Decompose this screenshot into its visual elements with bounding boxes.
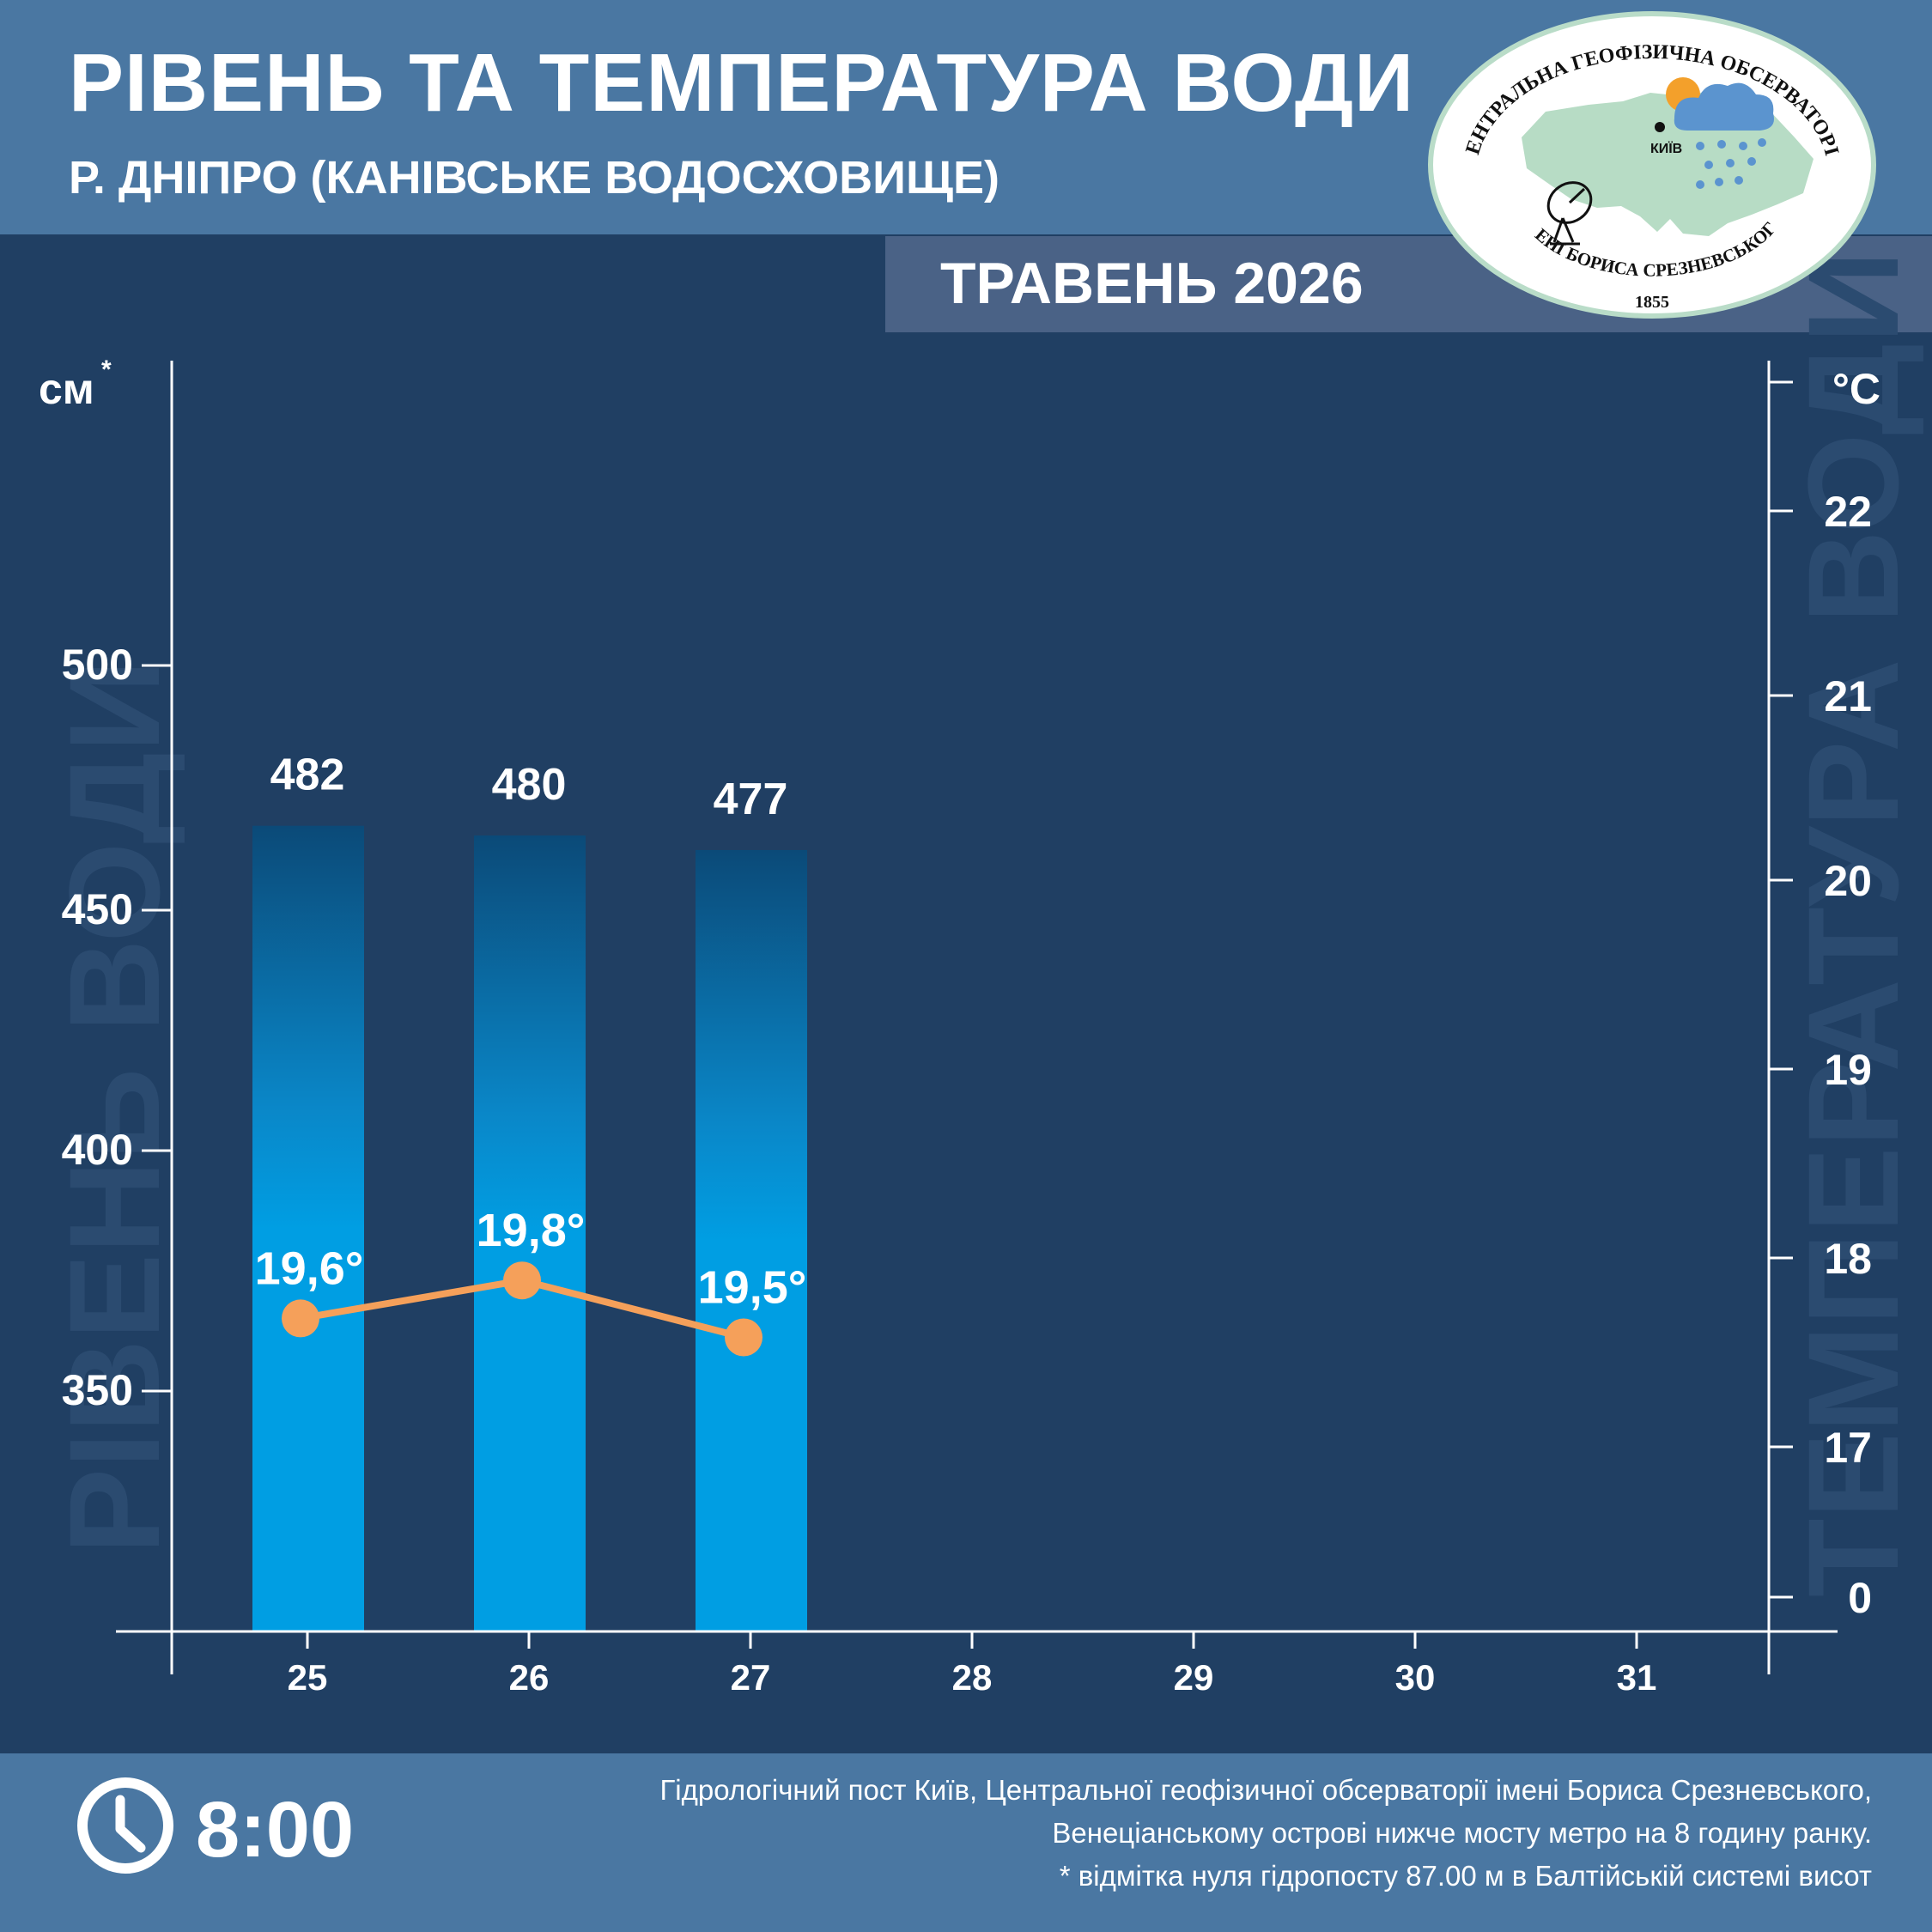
x-tick-label: 29	[1174, 1657, 1214, 1698]
page-subtitle: Р. ДНІПРО (КАНІВСЬКЕ ВОДОСХОВИЩЕ)	[69, 152, 1000, 204]
logo-year: 1855	[1635, 293, 1669, 312]
water-chart: РІВЕНЬ ВОДИ ТЕМПЕРАТУРА ВОДИ 25 26 27 28 29 30…	[39, 251, 1925, 1698]
left-tick-label: 350	[62, 1366, 133, 1414]
right-tick-label: 19	[1824, 1046, 1872, 1094]
temperature-data-label: 19,8°	[477, 1205, 586, 1256]
right-tick-label: 20	[1824, 857, 1872, 905]
month-label: ТРАВЕНЬ 2026	[940, 251, 1364, 316]
x-tick-label: 25	[288, 1657, 328, 1698]
x-tick-label: 30	[1395, 1657, 1436, 1698]
temperature-data-label: 19,6°	[255, 1242, 364, 1294]
left-tick-label: 500	[62, 641, 133, 689]
footer-band	[0, 1753, 1932, 1932]
logo-city: КИЇВ	[1650, 141, 1682, 156]
observation-time: 8:00	[196, 1786, 355, 1874]
left-axis-watermark: РІВЕНЬ ВОДИ	[42, 659, 186, 1554]
kyiv-dot-icon	[1655, 122, 1665, 132]
right-tick-label: 0	[1848, 1574, 1872, 1622]
page-title: РІВЕНЬ ТА ТЕМПЕРАТУРА ВОДИ	[69, 37, 1415, 129]
level-data-label: 477	[714, 775, 788, 824]
temperature-point	[503, 1261, 541, 1300]
footer-note-line2: Венеціанському острові нижче мосту метро…	[1052, 1817, 1872, 1849]
left-axis-unit-mark: *	[101, 355, 112, 384]
left-tick-label: 450	[62, 885, 133, 933]
right-tick-label: 21	[1824, 672, 1872, 720]
level-bar	[252, 825, 364, 1631]
level-bar	[474, 835, 586, 1631]
temperature-data-label: 19,5°	[698, 1262, 807, 1314]
temperature-point	[725, 1318, 762, 1357]
left-tick-label: 400	[62, 1126, 133, 1174]
level-data-label: 482	[270, 750, 345, 800]
x-tick-label: 27	[731, 1657, 771, 1698]
rain-drops-icon	[1696, 138, 1766, 189]
x-tick-label: 26	[509, 1657, 550, 1698]
right-tick-label: 17	[1824, 1424, 1872, 1472]
temperature-point	[282, 1299, 319, 1338]
footer-note-line1: Гідрологічний пост Київ, Центральної гео…	[659, 1774, 1872, 1806]
observatory-logo: ЦЕНТРАЛЬНА ГЕОФІЗИЧНА ОБСЕРВАТОРІЯ ІМЕНІ…	[1425, 9, 1876, 319]
x-tick-label: 31	[1617, 1657, 1657, 1698]
right-axis-unit: °C	[1832, 365, 1880, 413]
level-bar	[696, 849, 807, 1631]
right-axis-watermark: ТЕМПЕРАТУРА ВОДИ	[1781, 251, 1925, 1597]
level-data-label: 480	[492, 760, 567, 810]
clock-icon	[77, 1777, 173, 1874]
right-tick-label: 22	[1824, 488, 1872, 536]
left-axis-unit: см	[39, 365, 94, 413]
cloud-icon	[1674, 82, 1774, 131]
satellite-dish-icon	[1546, 181, 1593, 246]
footer-note-line3: * відмітка нуля гідропосту 87.00 м в Бал…	[1059, 1860, 1872, 1892]
right-tick-label: 18	[1824, 1235, 1872, 1283]
x-tick-label: 28	[952, 1657, 993, 1698]
